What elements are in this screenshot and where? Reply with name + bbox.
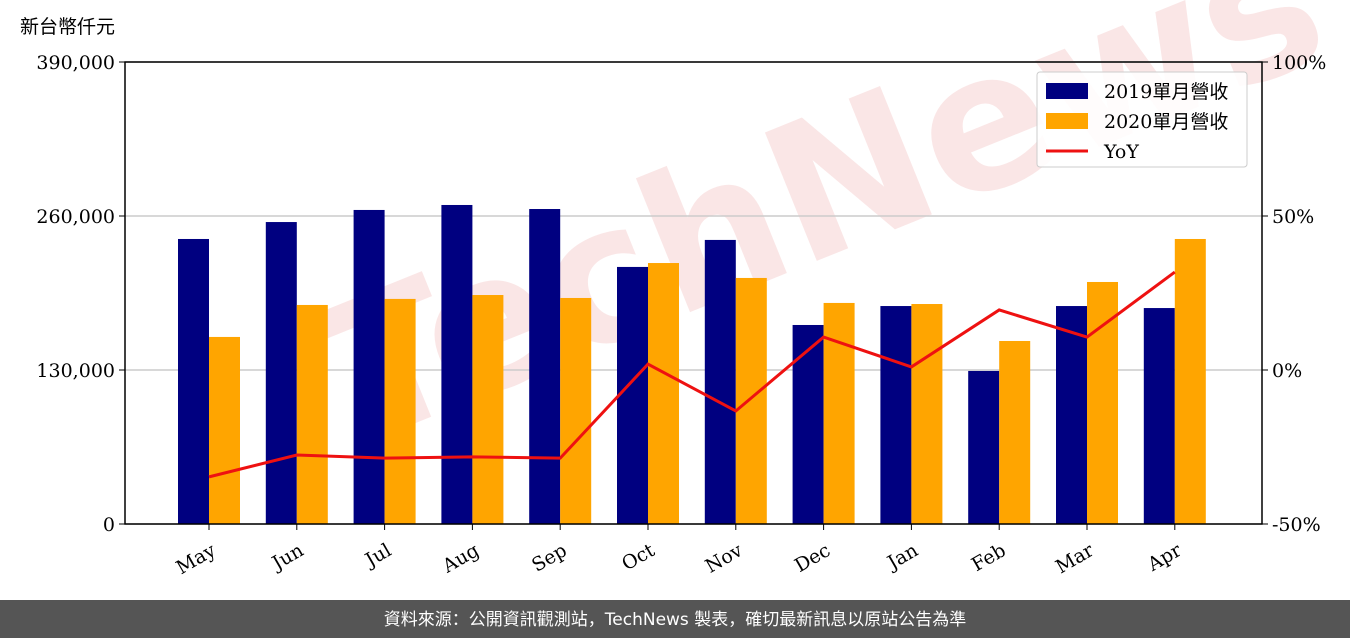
bar (880, 306, 912, 524)
bar (296, 304, 328, 524)
bar (648, 263, 679, 524)
bar (353, 209, 385, 524)
y-tick-label: 390,000 (36, 52, 115, 74)
x-tick-label: Jan (882, 539, 922, 575)
x-tick-label: Sep (528, 539, 571, 576)
y-tick-label: 260,000 (36, 206, 115, 228)
x-tick-label: May (173, 539, 220, 579)
plot-frame (124, 61, 1263, 525)
bar (560, 297, 592, 524)
y-tick-label: 0 (103, 514, 115, 536)
legend-label: YoY (1103, 141, 1139, 163)
bar (735, 277, 767, 524)
x-tick-label: Nov (702, 539, 747, 578)
bar (209, 336, 240, 524)
legend-swatch (1046, 83, 1088, 99)
x-tick-label: Mar (1052, 539, 1098, 578)
bar (617, 266, 648, 524)
bar (265, 222, 297, 524)
bar (529, 209, 561, 524)
x-tick-label: Feb (968, 539, 1010, 576)
y-tick-label: 130,000 (36, 360, 115, 382)
bar (911, 304, 943, 524)
legend-label: 2019單月營收 (1104, 81, 1228, 103)
bar (1087, 281, 1118, 524)
bar (792, 324, 824, 524)
x-tick-label: Apr (1143, 539, 1186, 576)
legend-swatch (1046, 113, 1088, 129)
bar (472, 295, 504, 524)
bar (384, 298, 416, 524)
bar (704, 239, 736, 524)
bar (968, 370, 1000, 524)
bar (178, 238, 209, 524)
y2-tick-label: 50% (1272, 206, 1314, 228)
x-tick-label: Oct (618, 539, 659, 575)
bar (1143, 308, 1175, 524)
y-axis-label: 新台幣仟元 (20, 16, 115, 38)
bar (441, 204, 473, 524)
footer: 資料來源：公開資訊觀測站，TechNews 製表，確切最新訊息以原站公告為準 (384, 610, 966, 630)
y2-tick-label: -50% (1272, 514, 1321, 536)
bar (1174, 238, 1206, 524)
line (208, 270, 1176, 479)
x-tick-label: Aug (438, 539, 483, 578)
y2-tick-label: 100% (1272, 52, 1326, 74)
x-tick-label: Dec (791, 539, 834, 577)
y2-tick-label: 0% (1272, 360, 1302, 382)
bar (1056, 306, 1087, 524)
legend-box (1036, 71, 1248, 168)
bar (999, 340, 1031, 524)
bar (823, 302, 855, 524)
footer-bar (0, 600, 1350, 638)
x-tick-label: Jun (267, 539, 308, 575)
legend-label: 2020單月營收 (1104, 111, 1228, 133)
x-tick-label: Jul (360, 539, 395, 572)
